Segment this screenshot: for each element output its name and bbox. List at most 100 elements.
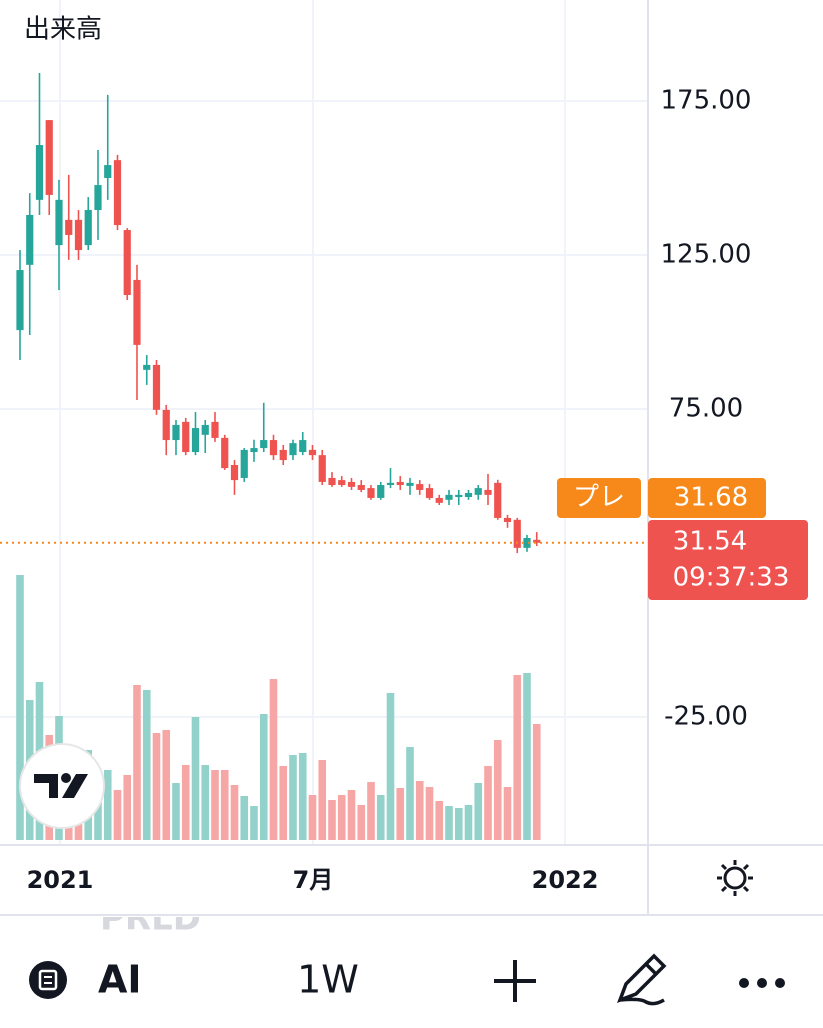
volume-bar bbox=[103, 770, 112, 840]
y-tick-label: 175.00 bbox=[661, 86, 752, 116]
x-tick-label: 7月 bbox=[293, 866, 334, 894]
volume-bar bbox=[396, 788, 405, 840]
last-price: 31.54 bbox=[673, 527, 747, 557]
candle-body bbox=[74, 219, 83, 251]
candle-body bbox=[328, 477, 336, 486]
volume-bar bbox=[289, 755, 297, 840]
volume-bar bbox=[201, 765, 210, 840]
candle-body bbox=[35, 145, 44, 200]
draw-button[interactable] bbox=[617, 953, 667, 1006]
candle-body bbox=[357, 485, 365, 490]
symbol-button[interactable]: AI bbox=[29, 958, 142, 1002]
x-tick-label: 2022 bbox=[532, 866, 599, 894]
candle-body bbox=[16, 270, 24, 331]
candle-body bbox=[435, 497, 443, 503]
candle-body bbox=[260, 440, 268, 449]
candle-body bbox=[162, 409, 170, 441]
candle-body bbox=[133, 279, 141, 345]
candle-body bbox=[45, 120, 53, 195]
candle-body bbox=[503, 517, 512, 522]
candle-body bbox=[230, 464, 239, 481]
candle-body bbox=[123, 230, 131, 296]
candle-body bbox=[386, 482, 395, 486]
volume-bar bbox=[464, 805, 473, 840]
volume-bar bbox=[493, 740, 502, 840]
candle-body bbox=[152, 364, 161, 410]
volume-bar bbox=[250, 806, 258, 840]
candle-body bbox=[367, 488, 375, 498]
candle-body bbox=[523, 537, 531, 548]
volume-bar bbox=[123, 775, 132, 840]
candle-body bbox=[494, 482, 502, 518]
volume-bar bbox=[386, 693, 395, 840]
volume-bar bbox=[162, 730, 171, 840]
candle-body bbox=[84, 210, 92, 246]
candle-body bbox=[26, 214, 34, 265]
candle-body bbox=[191, 428, 200, 453]
volume-bar bbox=[220, 770, 229, 840]
candle-body bbox=[513, 519, 521, 548]
candle-body bbox=[338, 480, 346, 486]
volume-bar bbox=[113, 790, 122, 840]
candle-body bbox=[416, 484, 424, 490]
last-price-tag bbox=[648, 520, 808, 600]
grid bbox=[0, 0, 648, 845]
candle-body bbox=[289, 443, 297, 456]
volume-bar bbox=[328, 800, 336, 840]
candle-body bbox=[172, 424, 180, 441]
candle-body bbox=[299, 440, 307, 453]
volume-bar bbox=[259, 714, 268, 840]
candle-body bbox=[269, 440, 278, 456]
volume-bar bbox=[532, 724, 541, 840]
volume-bar bbox=[211, 770, 219, 840]
volume-bar bbox=[142, 690, 151, 840]
candle-body bbox=[425, 488, 434, 498]
volume-bar bbox=[474, 783, 483, 840]
candle-body bbox=[484, 489, 492, 495]
volume-bar bbox=[523, 673, 531, 840]
volume-bar bbox=[513, 675, 522, 840]
study-title: 出来高 bbox=[24, 15, 102, 45]
candle-body bbox=[347, 481, 356, 487]
volume-bar bbox=[269, 679, 278, 840]
add-button[interactable] bbox=[494, 960, 536, 1002]
axis-labels: 175.00 125.00 75.00 -25.00 2021 7月 2022 bbox=[27, 86, 752, 894]
candle-body bbox=[308, 449, 317, 456]
volume-bar bbox=[191, 717, 200, 840]
volume-bar bbox=[298, 753, 307, 840]
volume-bar bbox=[172, 783, 180, 840]
volume-bar bbox=[337, 795, 346, 840]
candle-body bbox=[396, 481, 404, 486]
candle-body bbox=[250, 448, 258, 453]
settings-icon[interactable] bbox=[717, 860, 753, 896]
volume-bar bbox=[406, 747, 414, 840]
volume-bar bbox=[503, 787, 512, 840]
premarket-tag bbox=[557, 478, 641, 518]
symbol: AI bbox=[98, 958, 142, 1002]
volume-bar bbox=[415, 781, 424, 840]
candle-body bbox=[474, 488, 482, 495]
volume-bar bbox=[152, 733, 161, 840]
candle-body bbox=[318, 455, 326, 482]
interval-button[interactable]: 1W bbox=[297, 958, 359, 1002]
volume-layer bbox=[16, 575, 541, 840]
candle-body bbox=[533, 539, 541, 543]
volume-bar bbox=[181, 765, 190, 840]
volume-bar bbox=[454, 808, 463, 840]
volume-bar bbox=[376, 795, 385, 840]
premarket-label: プレ bbox=[573, 483, 625, 513]
premarket-price: 31.68 bbox=[674, 483, 748, 513]
tv-logo bbox=[19, 743, 105, 829]
candle-body bbox=[445, 494, 453, 500]
watermark: PRLD bbox=[100, 899, 201, 939]
volume-bar bbox=[16, 575, 24, 840]
volume-bar bbox=[425, 787, 434, 840]
candle-body bbox=[455, 494, 463, 498]
candle-body bbox=[464, 493, 473, 498]
y-tick-label: 125.00 bbox=[661, 239, 752, 269]
premarket-price-tag bbox=[648, 478, 766, 518]
more-button[interactable] bbox=[739, 978, 785, 988]
candle-body bbox=[211, 421, 219, 438]
candle-body bbox=[377, 485, 385, 498]
